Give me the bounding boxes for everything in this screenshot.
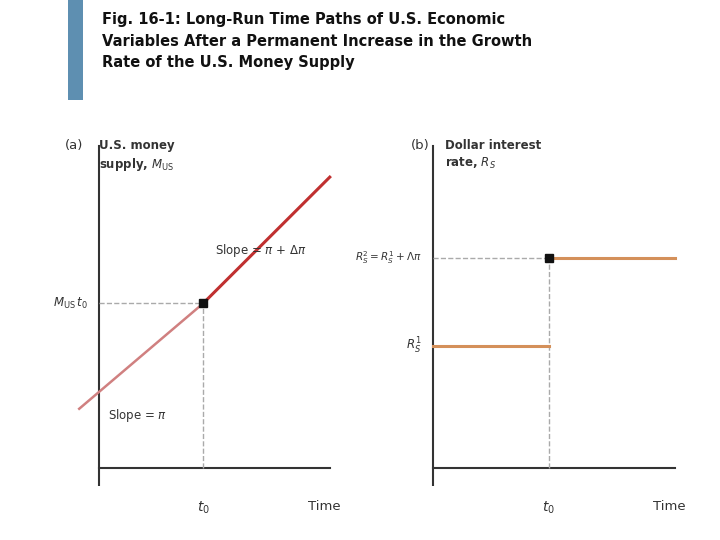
Text: Copyright ©2015 Pearson Education, Inc.  All rights reserved.: Copyright ©2015 Pearson Education, Inc. … [9, 517, 330, 528]
Text: U.S. money
supply, $M_{\rm US}$: U.S. money supply, $M_{\rm US}$ [99, 138, 175, 173]
Text: $R_S^2 = R_S^1 + \Lambda\pi$: $R_S^2 = R_S^1 + \Lambda\pi$ [355, 249, 422, 266]
Text: (b): (b) [410, 138, 429, 152]
Text: 16-18: 16-18 [681, 517, 711, 528]
Bar [68, 0, 83, 100]
Text: (a): (a) [65, 138, 84, 152]
Text: $: $ [9, 18, 48, 72]
Text: $R_S^1$: $R_S^1$ [406, 335, 422, 356]
Text: Slope = $\pi$ + $\Delta\pi$: Slope = $\pi$ + $\Delta\pi$ [215, 242, 306, 259]
Text: $M_{\rm US}\,t_0$: $M_{\rm US}\,t_0$ [53, 296, 88, 311]
Text: Time: Time [307, 500, 341, 513]
Text: Slope = $\pi$: Slope = $\pi$ [108, 407, 167, 424]
Text: $t_0$: $t_0$ [542, 500, 555, 516]
Text: Time: Time [653, 500, 686, 513]
Text: Fig. 16-1: Long-Run Time Paths of U.S. Economic
Variables After a Permanent Incr: Fig. 16-1: Long-Run Time Paths of U.S. E… [102, 12, 532, 70]
Text: $t_0$: $t_0$ [197, 500, 210, 516]
Text: Dollar interest
rate, $R_S$: Dollar interest rate, $R_S$ [445, 138, 541, 171]
